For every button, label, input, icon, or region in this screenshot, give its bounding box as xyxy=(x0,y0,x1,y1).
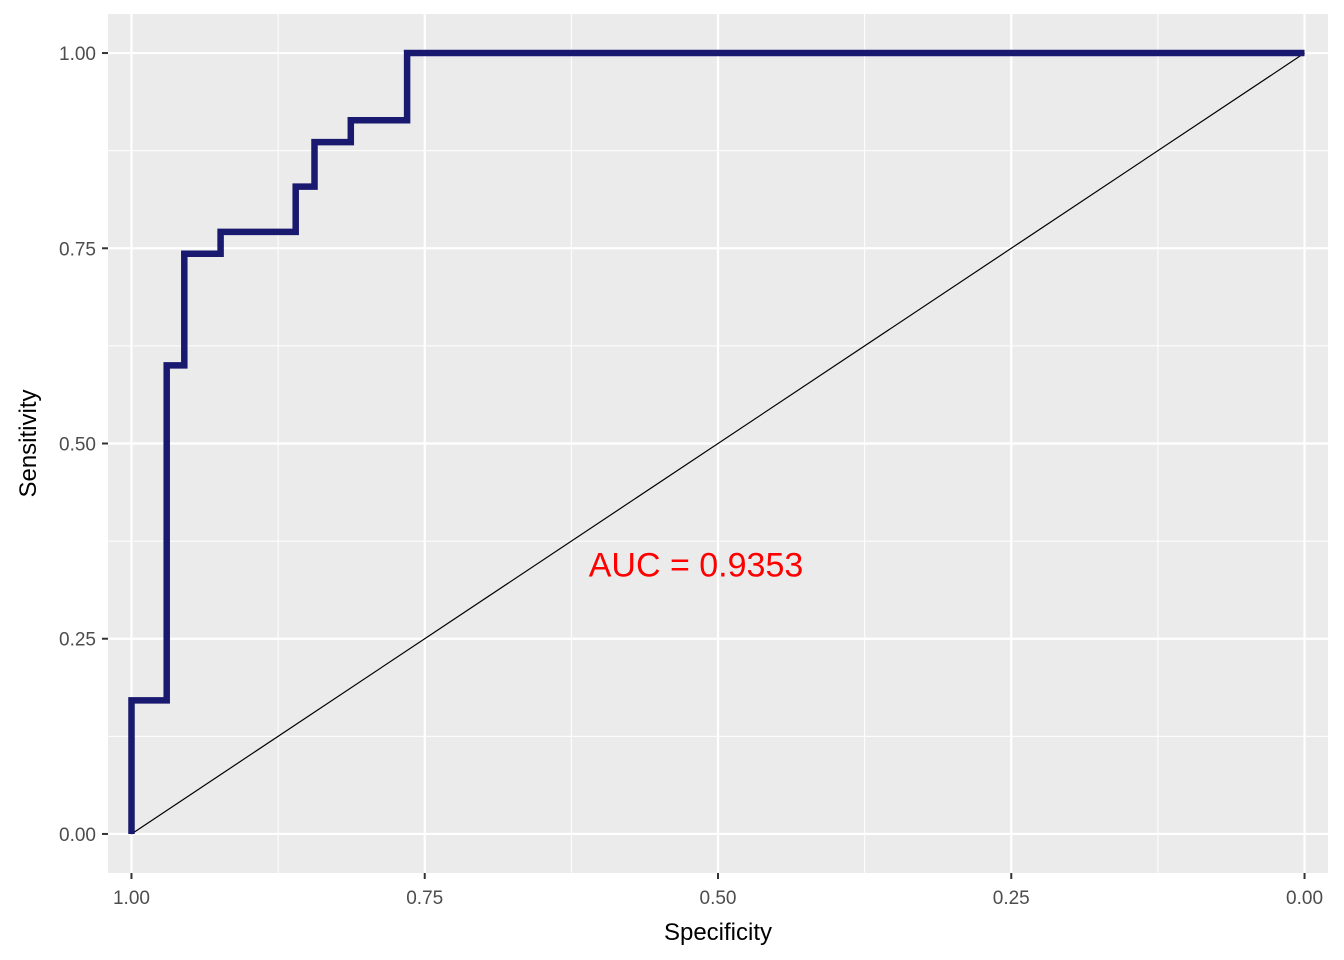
y-tick-label-3: 0.75 xyxy=(59,239,96,260)
roc-curve-line-0 xyxy=(128,49,1305,834)
y-axis-title: Sensitivity xyxy=(15,389,42,497)
y-tick-label-2: 0.50 xyxy=(59,435,96,456)
x-tick-label-0: 1.00 xyxy=(113,888,150,909)
x-tick-label-2: 0.50 xyxy=(700,888,737,909)
auc-annotation: AUC = 0.9353 xyxy=(589,547,804,585)
reference-diagonal xyxy=(131,52,1305,835)
reference-line xyxy=(131,52,1305,835)
x-axis-title: Specificity xyxy=(664,919,772,946)
x-tick-label-4: 0.00 xyxy=(1286,888,1323,909)
axis-ticks xyxy=(102,52,1306,879)
x-tick-labels: 1.00 0.75 0.50 0.25 0.00 xyxy=(113,888,1323,909)
roc-curve-group xyxy=(128,49,1305,834)
y-tick-label-4: 1.00 xyxy=(59,44,96,65)
x-tick-label-1: 0.75 xyxy=(406,888,443,909)
y-tick-label-0: 0.00 xyxy=(59,825,96,846)
x-tick-label-3: 0.25 xyxy=(993,888,1030,909)
y-tick-labels: 0.00 0.25 0.50 0.75 1.00 xyxy=(59,44,96,846)
y-tick-label-1: 0.25 xyxy=(59,630,96,651)
